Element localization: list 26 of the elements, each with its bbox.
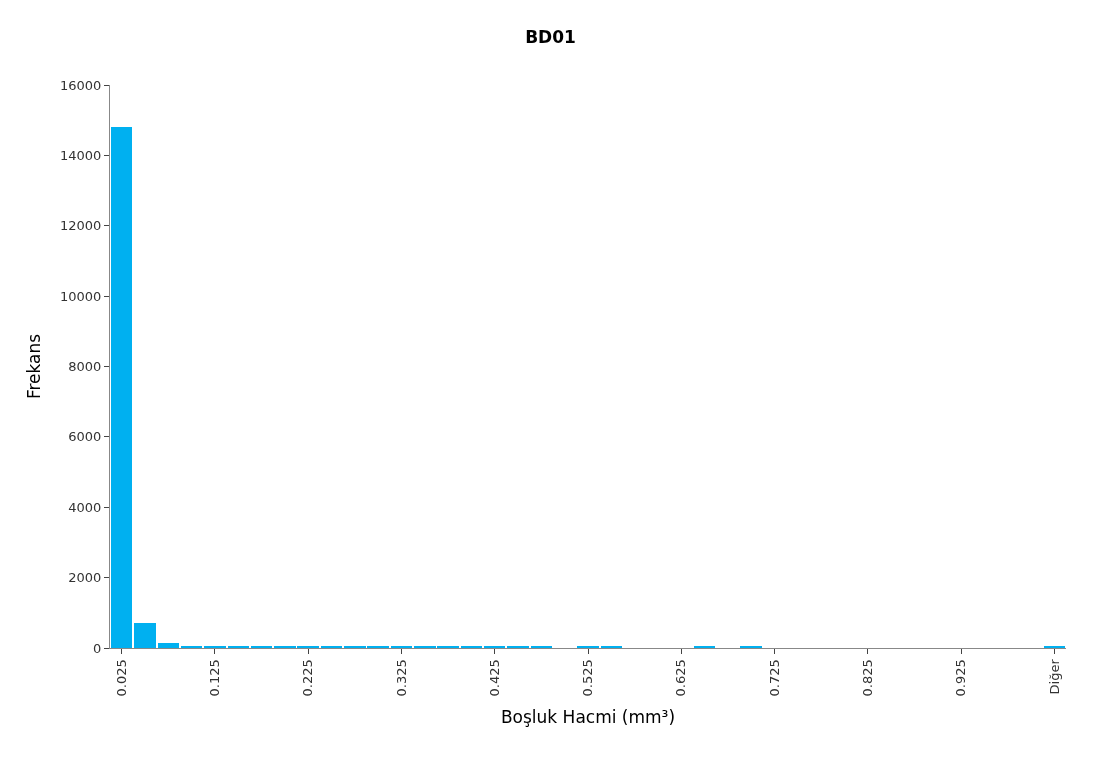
x-tick-label: 0.725: [766, 659, 782, 697]
x-tick-label: 0.625: [673, 659, 689, 697]
y-tick-label: 6000: [68, 429, 102, 445]
y-tick-label: 4000: [68, 499, 102, 515]
y-tick-label: 14000: [60, 147, 102, 163]
x-tick-label: 0.425: [486, 659, 502, 697]
y-axis-title: Frekans: [23, 333, 44, 400]
x-tick-label: 0.025: [113, 659, 129, 697]
y-tick-label: 2000: [68, 570, 102, 586]
bar: [158, 643, 179, 648]
x-tick-label: 0.925: [953, 659, 969, 697]
y-tick-label: 10000: [60, 288, 102, 304]
x-axis-title: Boşluk Hacmi (mm³): [500, 706, 676, 727]
y-tick-label: 12000: [60, 218, 102, 234]
x-tick-label: 0.325: [393, 659, 409, 697]
y-tick-label: 0: [93, 640, 102, 656]
x-tick-label: 0.525: [580, 659, 596, 697]
y-tick-label: 16000: [60, 77, 102, 93]
x-tick-label: 0.225: [300, 659, 316, 697]
y-tick-label: 8000: [68, 359, 102, 375]
x-tick-label: 0.125: [207, 659, 223, 697]
bar: [134, 623, 156, 648]
x-tick-label: 0.825: [860, 659, 876, 697]
chart-title: BD01: [525, 27, 576, 48]
bar: [111, 127, 132, 648]
x-tick-label: Diğer: [1046, 658, 1062, 695]
